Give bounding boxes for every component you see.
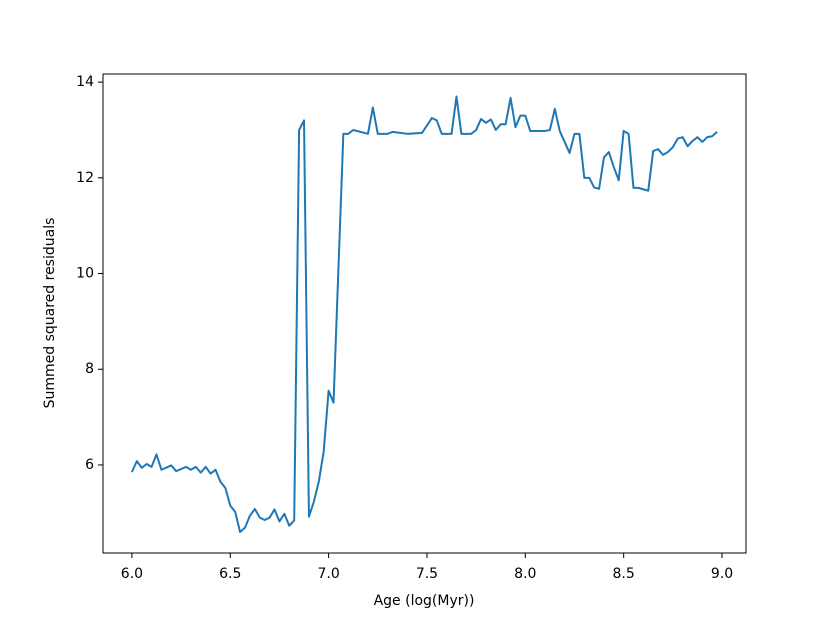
- y-tick-label: 6: [85, 457, 94, 473]
- x-tick-label: 8.5: [613, 566, 635, 582]
- plot-frame: [102, 73, 747, 554]
- x-tick-label: 8.0: [514, 566, 536, 582]
- x-axis-label: Age (log(Myr)): [374, 593, 475, 609]
- data-line: [130, 95, 718, 533]
- y-tick-label: 10: [76, 266, 94, 282]
- x-tick-label: 6.5: [219, 566, 241, 582]
- y-tick-label: 14: [76, 74, 94, 90]
- y-axis-label: Summed squared residuals: [42, 218, 58, 409]
- y-tick-label: 8: [85, 361, 94, 377]
- y-tick-label: 12: [76, 170, 94, 186]
- x-tick-label: 7.0: [317, 566, 339, 582]
- x-tick-label: 9.0: [711, 566, 733, 582]
- x-tick-label: 6.0: [121, 566, 143, 582]
- x-tick-label: 7.5: [416, 566, 438, 582]
